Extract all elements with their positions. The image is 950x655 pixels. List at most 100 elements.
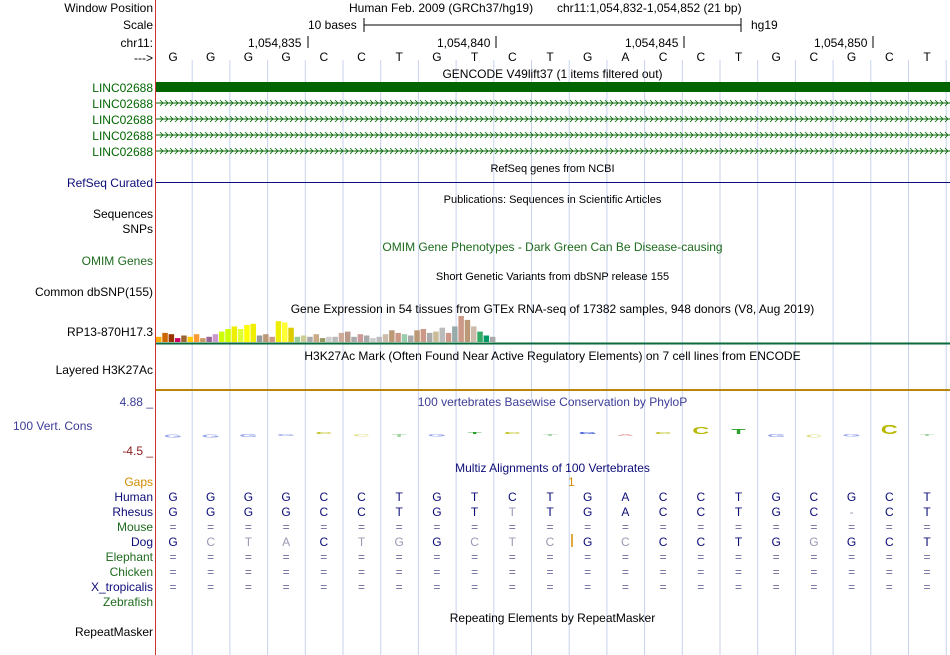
omim-label[interactable]: OMIM Genes	[81, 254, 153, 268]
alignment-base: =	[508, 520, 516, 534]
db-text: hg19	[751, 18, 778, 32]
conservation-logo-letter: A	[617, 434, 634, 437]
h3k27ac-label[interactable]: Layered H3K27Ac	[55, 363, 153, 377]
alignment-base: G	[432, 535, 442, 549]
reference-base: T	[470, 50, 479, 64]
alignment-base: G	[583, 535, 593, 549]
reference-base: A	[621, 50, 630, 64]
alignment-base: =	[848, 520, 856, 534]
species-label-rhesus[interactable]: Rhesus	[112, 505, 153, 519]
gtex-tissue-bar	[351, 336, 357, 342]
omim-track-title: OMIM Gene Phenotypes - Dark Green Can Be…	[382, 240, 723, 254]
ruler-tick-label: 1,054,840	[437, 36, 491, 50]
reference-base: T	[546, 50, 554, 64]
alignment-base: T	[546, 505, 554, 519]
alignment-base: C	[884, 535, 894, 549]
alignment-base: G	[168, 505, 178, 519]
cons-ymax-label: 4.88 _	[119, 395, 153, 409]
conservation-logo-letter: G	[428, 433, 446, 437]
chromosome-label: chr11:	[120, 36, 153, 50]
alignment-base: =	[357, 520, 365, 534]
gtex-tissue-bar	[263, 334, 269, 342]
alignment-base: =	[772, 565, 780, 579]
gencode-gene-label[interactable]: LINC02688	[92, 113, 153, 127]
alignment-base: G	[432, 505, 442, 519]
ruler-tick-label: 1,054,850	[814, 36, 868, 50]
alignment-base: T	[923, 535, 931, 549]
reference-base: G	[243, 50, 254, 64]
window-position-label: Window Position	[64, 1, 153, 15]
gtex-tissue-bar	[200, 338, 206, 342]
species-label-elephant[interactable]: Elephant	[105, 550, 153, 564]
gtex-tissue-bar	[275, 321, 282, 342]
alignment-base: =	[357, 550, 365, 564]
repeatmasker-label[interactable]: RepeatMasker	[74, 625, 153, 639]
alignment-base: =	[320, 580, 328, 594]
gtex-tissue-bar	[426, 332, 433, 342]
alignment-base: =	[282, 565, 290, 579]
alignment-base: T	[244, 535, 253, 549]
alignment-base: A	[621, 490, 630, 504]
gtex-tissue-bar	[452, 326, 458, 342]
alignment-base: =	[546, 580, 554, 594]
gtex-tissue-bar	[326, 336, 332, 342]
dbsnp-label[interactable]: Common dbSNP(155)	[34, 285, 153, 299]
alignment-base: C	[696, 505, 706, 519]
gtex-tissue-bar	[187, 336, 193, 342]
gtex-tissue-bar	[288, 327, 294, 342]
gencode-gene-label[interactable]: LINC02688	[92, 145, 153, 159]
alignment-base: =	[282, 580, 290, 594]
alignment-base: =	[772, 580, 780, 594]
gencode-gene-label[interactable]: LINC02688	[92, 129, 153, 143]
alignment-base: C	[206, 535, 216, 549]
gtex-tissue-bar	[401, 334, 408, 342]
gtex-tissue-bar	[464, 319, 471, 342]
gtex-tissue-bar	[338, 332, 345, 342]
alignment-base: =	[885, 520, 893, 534]
alignment-base: C	[545, 535, 555, 549]
gap-count-marker: 1	[568, 475, 575, 489]
refseq-label[interactable]: RefSeq Curated	[66, 176, 153, 190]
gtex-label[interactable]: RP13-870H17.3	[66, 325, 153, 339]
multiz-track-title: Multiz Alignments of 100 Vertebrates	[455, 461, 650, 475]
gtex-tissue-bar	[181, 335, 187, 342]
gtex-tissue-bar	[231, 326, 238, 342]
alignment-base: =	[207, 580, 215, 594]
alignment-base: =	[772, 550, 780, 564]
alignment-base: =	[697, 550, 705, 564]
conservation-label[interactable]: 100 Vert. Cons	[13, 419, 93, 433]
alignment-base: =	[433, 520, 441, 534]
gencode-gene-label[interactable]: LINC02688	[92, 97, 153, 111]
snps-label[interactable]: SNPs	[122, 222, 153, 236]
scale-label: Scale	[122, 18, 153, 32]
alignment-base: =	[810, 520, 818, 534]
alignment-base: =	[810, 565, 818, 579]
species-label-chicken[interactable]: Chicken	[109, 565, 153, 579]
position-text: chr11:1,054,832-1,054,852 (21 bp)	[557, 1, 742, 15]
species-label-xtropicalis[interactable]: X_tropicalis	[90, 580, 153, 594]
species-label-zebrafish[interactable]: Zebrafish	[102, 595, 153, 609]
conservation-logo-letter: T	[467, 432, 481, 435]
reference-base: C	[884, 50, 894, 64]
gtex-tissue-bar	[458, 316, 464, 342]
scale-text: 10 bases	[308, 18, 357, 32]
species-label-human[interactable]: Human	[114, 490, 153, 504]
gtex-tissue-bar	[168, 334, 175, 342]
gtex-tissue-bar	[471, 326, 477, 342]
alignment-base: T	[470, 490, 479, 504]
alignment-base: =	[508, 565, 516, 579]
gencode-gene-label[interactable]: LINC02688	[92, 81, 153, 95]
alignment-base: C	[658, 490, 668, 504]
alignment-base: =	[244, 550, 252, 564]
species-label-mouse[interactable]: Mouse	[116, 520, 153, 534]
alignment-base: G	[846, 535, 857, 549]
alignment-base: G	[243, 490, 254, 504]
species-label-dog[interactable]: Dog	[130, 535, 153, 549]
conservation-track-title: 100 vertebrates Basewise Conservation by…	[417, 395, 688, 409]
conservation-logo-letter: G	[164, 433, 182, 439]
alignment-base: =	[621, 520, 629, 534]
gtex-tissue-bar	[408, 335, 414, 342]
alignment-base: T	[357, 535, 366, 549]
conservation-logo-letter: G	[202, 433, 220, 439]
sequences-label[interactable]: Sequences	[92, 207, 153, 221]
